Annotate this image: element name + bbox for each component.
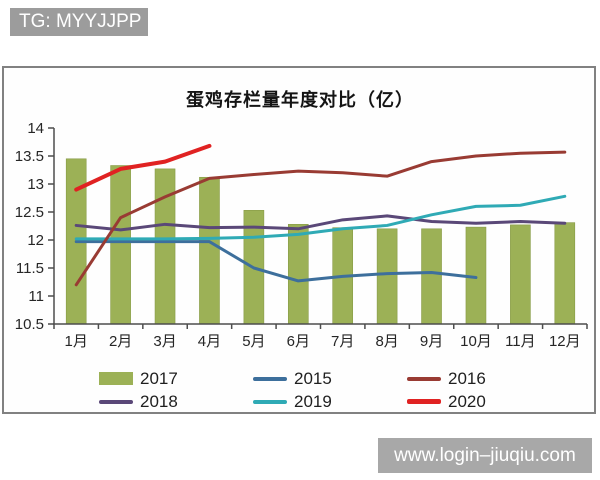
bar-2017-6月: [287, 224, 309, 325]
bar-2017-4月: [199, 176, 220, 325]
line-2018: [74, 214, 567, 232]
x-tick-label: 9月: [420, 333, 443, 350]
line-2019: [74, 194, 567, 241]
bar-2017-11月: [510, 224, 531, 325]
x-tick-label: 3月: [153, 333, 176, 350]
x-tick-label: 2月: [109, 333, 132, 350]
bar-2017-9月: [421, 228, 442, 325]
legend-label-2019: 2019: [294, 391, 332, 411]
legend-label-2017: 2017: [140, 368, 178, 388]
y-tick-label: 13: [27, 176, 44, 193]
x-tick-label: 6月: [287, 333, 310, 350]
y-tick-label: 10.5: [15, 316, 44, 333]
legend-item-2016: 2016: [407, 367, 561, 390]
x-tick-label: 1月: [65, 333, 88, 350]
legend-item-2019: 2019: [253, 390, 407, 413]
y-tick-label: 13.5: [15, 148, 44, 165]
legend-label-2015: 2015: [294, 368, 332, 388]
y-tick-label: 11.5: [16, 260, 44, 277]
chart-title: 蛋鸡存栏量年度对比（亿）: [186, 90, 414, 110]
x-tick-label: 8月: [375, 333, 398, 350]
legend-swatch-2016: [407, 376, 441, 381]
bar-2017-3月: [154, 168, 176, 325]
legend-swatch-2015: [253, 376, 287, 381]
x-tick-label: 7月: [331, 333, 354, 350]
line-2015: [74, 240, 478, 283]
line-2016: [74, 150, 567, 287]
legend-label-2020: 2020: [448, 391, 486, 411]
x-tick-label: 5月: [242, 333, 265, 350]
chart-legend: 2017 2015 2016 2018 2019 2020: [99, 367, 561, 413]
y-tick-label: 11: [28, 288, 44, 305]
legend-swatch-2017: [99, 372, 133, 385]
x-tick-label: 12月: [549, 333, 581, 350]
legend-item-2020: 2020: [407, 390, 561, 413]
x-tick-label: 4月: [198, 333, 221, 350]
legend-label-2016: 2016: [448, 368, 486, 388]
x-tick-label: 10月: [460, 333, 492, 350]
legend-item-2017: 2017: [99, 367, 253, 390]
y-tick-label: 12.5: [15, 204, 44, 221]
legend-item-2018: 2018: [99, 390, 253, 413]
bar-2017-2月: [110, 165, 131, 325]
legend-label-2018: 2018: [140, 391, 178, 411]
line-2020: [74, 143, 212, 192]
y-tick-label: 14: [27, 120, 44, 137]
legend-swatch-2019: [253, 399, 287, 404]
legend-swatch-2018: [99, 399, 133, 404]
y-tick-label: 12: [27, 232, 44, 249]
watermark-top-left: TG: MYYJJPP: [10, 8, 148, 36]
watermark-bottom-right: www.login–jiuqiu.com: [378, 438, 592, 473]
x-tick-label: 11月: [505, 333, 536, 350]
legend-swatch-2020: [407, 399, 441, 404]
legend-item-2015: 2015: [253, 367, 407, 390]
bar-2017-8月: [376, 228, 398, 325]
bar-2017-12月: [554, 222, 576, 325]
